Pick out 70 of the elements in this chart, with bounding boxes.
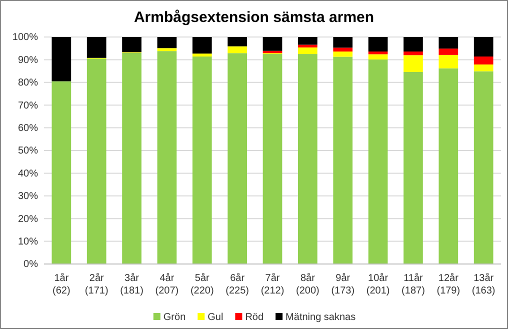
legend-label: Röd xyxy=(245,312,264,323)
chart-title: Armbågsextension sämsta armen xyxy=(134,9,374,26)
bar xyxy=(122,37,142,52)
x-tick-label: 1år (62) xyxy=(52,272,70,297)
x-tick-label: 13år (163) xyxy=(472,272,496,297)
x-tick-label: 4år (207) xyxy=(155,272,179,297)
bar xyxy=(368,37,388,52)
bar xyxy=(438,48,458,55)
bar xyxy=(52,37,72,82)
bar xyxy=(368,52,388,54)
y-tick-label: 100% xyxy=(12,32,38,44)
bar xyxy=(368,59,388,264)
bar xyxy=(262,54,282,264)
legend-label: Mätning saknas xyxy=(286,312,356,323)
bar xyxy=(474,56,494,64)
bar xyxy=(228,53,247,264)
bar xyxy=(228,37,247,46)
y-tick-label: 20% xyxy=(18,214,38,225)
x-tick-label: 8år (200) xyxy=(296,272,320,297)
bar xyxy=(438,37,458,49)
bar xyxy=(474,71,494,264)
bar xyxy=(157,37,177,48)
y-tick-label: 60% xyxy=(18,123,38,134)
bar xyxy=(262,37,282,51)
bar xyxy=(404,37,423,52)
bar xyxy=(86,37,106,58)
bar xyxy=(298,47,318,54)
bar xyxy=(438,54,458,68)
bar xyxy=(192,56,212,264)
x-tick-label: 7år (212) xyxy=(260,272,284,297)
x-tick-label: 5år (220) xyxy=(190,272,214,297)
x-tick-label: 9år (173) xyxy=(331,272,355,297)
bar xyxy=(298,44,318,48)
bar xyxy=(474,64,494,72)
bar xyxy=(333,56,353,264)
bar xyxy=(333,52,353,57)
legend-label: Grön xyxy=(163,312,186,323)
bar xyxy=(157,51,177,264)
y-tick-label: 30% xyxy=(18,191,38,202)
bar xyxy=(86,58,106,264)
bar xyxy=(404,55,423,72)
bar xyxy=(52,81,72,264)
y-tick-label: 40% xyxy=(18,168,38,180)
y-tick-label: 70% xyxy=(18,100,38,112)
y-tick-label: 80% xyxy=(18,78,38,89)
bar xyxy=(474,37,494,57)
x-tick-label: 11år (187) xyxy=(402,272,425,297)
legend-label: Gul xyxy=(208,312,224,323)
x-tick-label: 3år (181) xyxy=(120,272,144,297)
bar xyxy=(333,48,353,52)
bar xyxy=(333,37,353,48)
bar xyxy=(298,54,318,264)
x-tick-label: 10år (201) xyxy=(366,272,390,297)
bar xyxy=(298,37,318,45)
x-tick-label: 2år (171) xyxy=(84,272,108,297)
bar xyxy=(192,54,212,57)
bar xyxy=(368,54,388,60)
y-tick-label: 0% xyxy=(24,259,38,270)
x-tick-label: 6år (225) xyxy=(226,272,249,297)
bar xyxy=(122,52,142,264)
y-tick-label: 50% xyxy=(18,146,38,157)
bar xyxy=(438,68,458,264)
y-tick-label: 10% xyxy=(18,236,38,248)
bar xyxy=(404,72,423,264)
bar xyxy=(228,46,247,54)
bar xyxy=(404,52,423,56)
y-tick-label: 90% xyxy=(18,54,38,66)
bar xyxy=(192,37,212,54)
x-tick-label: 12år (179) xyxy=(436,272,460,297)
bar xyxy=(157,48,177,52)
